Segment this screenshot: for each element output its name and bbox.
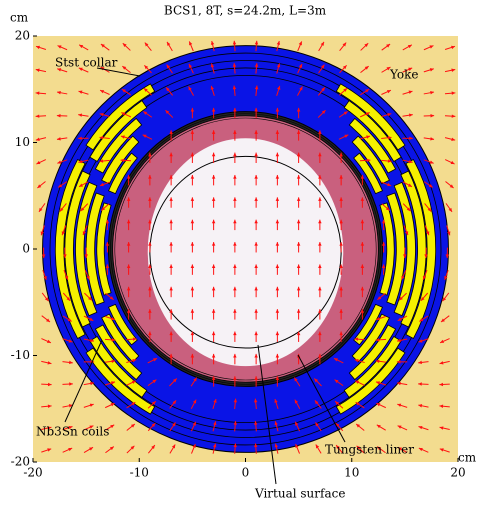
x-tick-label: -10 bbox=[130, 466, 149, 480]
annotation: Tungsten liner bbox=[325, 443, 414, 457]
annotation: Yoke bbox=[389, 68, 418, 82]
x-tick-label: 0 bbox=[242, 466, 250, 480]
y-tick-label: -20 bbox=[11, 455, 30, 469]
y-tick-label: 0 bbox=[22, 242, 30, 256]
y-tick-label: -10 bbox=[11, 348, 30, 362]
y-tick-label: 10 bbox=[15, 135, 30, 149]
annotation: Stst collar bbox=[55, 56, 118, 70]
magnet bbox=[43, 46, 449, 453]
x-tick-label: 20 bbox=[450, 466, 465, 480]
y-tick-label: 20 bbox=[15, 29, 30, 43]
chart-title: BCS1, 8T, s=24.2m, L=3m bbox=[164, 4, 327, 18]
x-tick-label: 10 bbox=[344, 466, 359, 480]
y-axis-label: cm bbox=[10, 11, 29, 25]
annotation: Nb3Sn coils bbox=[36, 425, 109, 439]
aperture bbox=[148, 138, 344, 366]
x-axis-label: cm bbox=[458, 451, 477, 465]
annotation: Virtual surface bbox=[254, 487, 345, 501]
